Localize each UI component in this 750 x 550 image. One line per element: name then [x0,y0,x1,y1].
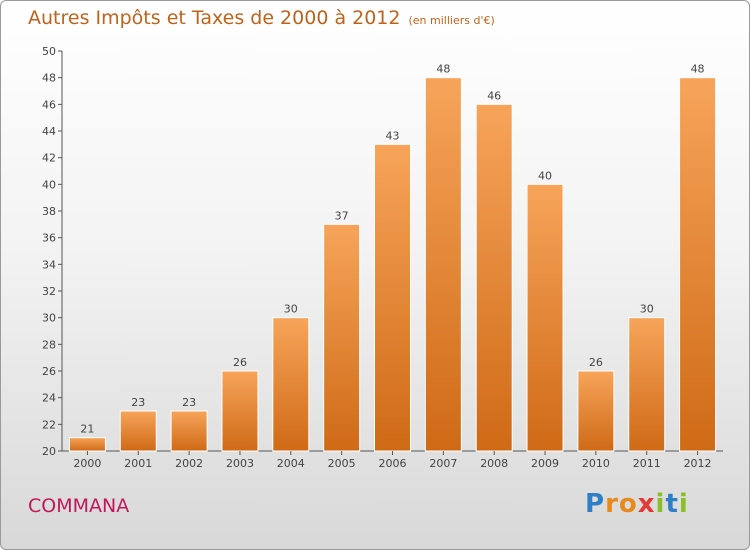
x-tick-label-2004: 2004 [277,457,305,470]
x-tick-label-2008: 2008 [480,457,508,470]
bar-2010 [577,370,615,452]
y-tick-label: 24 [42,392,56,405]
y-tick-label: 50 [42,45,56,58]
bar-2002 [170,410,208,452]
proxiti-logo: Proxiti [585,489,689,519]
logo-letter: o [618,489,638,519]
x-tick-label-2011: 2011 [633,457,661,470]
chart-title: Autres Impôts et Taxes de 2000 à 2012 (en… [28,7,495,29]
data-label-2000: 21 [80,423,94,436]
data-label-2012: 48 [691,63,705,76]
data-label-2008: 46 [487,89,501,102]
bar-2003 [221,370,259,452]
logo-letter: t [665,489,679,519]
x-tick-label-2010: 2010 [582,457,610,470]
chart-title-text: Autres Impôts et Taxes de 2000 à 2012 [28,7,401,29]
bar-2001 [119,410,157,452]
logo-letter: i [678,489,689,519]
bar-2008 [475,103,513,452]
data-label-2009: 40 [538,169,552,182]
y-tick-label: 22 [42,418,56,431]
bar-2005 [323,223,361,452]
x-tick-label-2000: 2000 [73,457,101,470]
y-tick-label: 26 [42,365,56,378]
logo-letter: i [655,489,666,519]
y-tick-label: 44 [42,125,56,138]
x-tick-label-2003: 2003 [226,457,254,470]
data-label-2001: 23 [131,396,145,409]
x-tick-label-2012: 2012 [684,457,712,470]
y-tick-label: 46 [42,98,56,111]
y-tick-label: 30 [42,312,56,325]
data-label-2002: 23 [182,396,196,409]
bar-2004 [272,317,310,452]
x-tick-label-2005: 2005 [328,457,356,470]
bar-2011 [628,317,666,452]
bar-2006 [374,143,411,452]
x-tick-label-2006: 2006 [379,457,407,470]
bar-2009 [526,183,564,452]
commune-name: COMMANA [28,495,130,517]
y-tick-label: 42 [42,152,56,165]
data-label-2005: 37 [335,209,349,222]
logo-letter: x [637,489,656,519]
x-tick-label-2009: 2009 [531,457,559,470]
data-label-2004: 30 [284,303,298,316]
data-label-2006: 43 [386,129,400,142]
y-tick-label: 32 [42,285,56,298]
y-tick-label: 28 [42,338,56,351]
logo-letter: P [585,489,606,519]
y-tick-label: 40 [42,178,56,191]
data-label-2007: 48 [436,63,450,76]
x-tick-label-2001: 2001 [124,457,152,470]
logo-letter: r [605,489,619,519]
bar-2012 [679,77,717,452]
chart-unit: (en milliers d'€) [408,14,495,27]
bar-2000 [68,437,106,452]
x-tick-label-2007: 2007 [429,457,457,470]
bar-2007 [424,77,462,452]
data-label-2011: 30 [640,303,654,316]
data-label-2003: 26 [233,356,247,369]
data-label-2010: 26 [589,356,603,369]
y-tick-label: 34 [42,258,56,271]
y-tick-label: 48 [42,72,56,85]
y-tick-label: 38 [42,205,56,218]
x-tick-label-2002: 2002 [175,457,203,470]
y-tick-label: 20 [42,445,56,458]
y-tick-label: 36 [42,232,56,245]
